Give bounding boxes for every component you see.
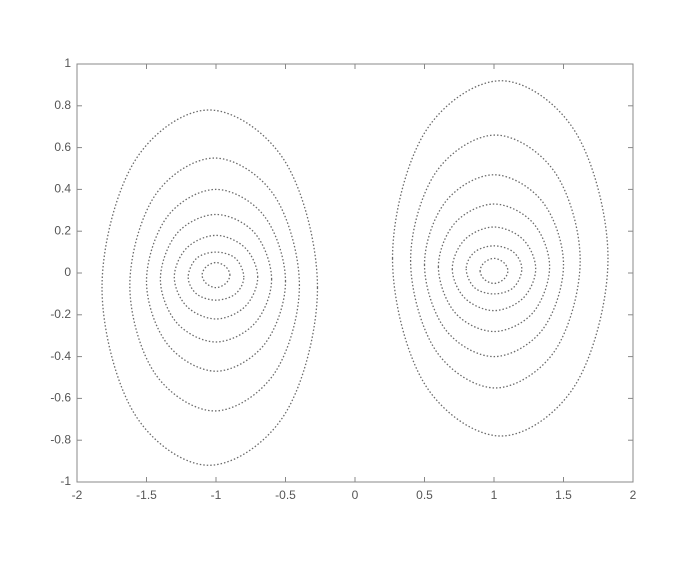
contour-line — [479, 257, 509, 285]
contour-line — [101, 109, 319, 466]
contour-line — [173, 234, 259, 320]
contour-line — [187, 251, 245, 301]
y-tick-label: -0.2 — [50, 307, 71, 321]
contour-line — [391, 80, 609, 437]
y-tick-label: 0.4 — [54, 182, 71, 196]
contour-line — [437, 203, 551, 333]
x-tick-label: -1 — [211, 488, 222, 502]
contour-line — [201, 261, 231, 289]
y-tick-label: 0.6 — [54, 140, 71, 154]
contour-line — [145, 188, 287, 372]
contour-line — [409, 134, 581, 389]
contour-line — [451, 226, 537, 312]
y-tick-label: -0.6 — [50, 391, 71, 405]
y-tick-label: 0 — [64, 265, 71, 279]
x-tick-label: 2 — [630, 488, 637, 502]
plot-frame — [76, 63, 634, 483]
x-tick-label: 1.5 — [555, 488, 572, 502]
y-tick-label: -1 — [60, 474, 71, 488]
y-tick-label: -0.8 — [50, 432, 71, 446]
x-tick-label: -2 — [72, 488, 83, 502]
y-tick-label: 1 — [64, 56, 71, 70]
contour-line — [129, 157, 301, 412]
x-tick-label: 1 — [491, 488, 498, 502]
y-tick-label: 0.2 — [54, 223, 71, 237]
contour-line — [423, 174, 565, 358]
x-tick-label: -1.5 — [136, 488, 157, 502]
y-tick-label: 0.8 — [54, 98, 71, 112]
contour-line — [159, 213, 273, 343]
x-tick-label: 0.5 — [416, 488, 433, 502]
contour-line — [465, 245, 523, 295]
x-tick-label: -0.5 — [275, 488, 296, 502]
x-tick-label: 0 — [352, 488, 359, 502]
y-tick-label: -0.4 — [50, 349, 71, 363]
